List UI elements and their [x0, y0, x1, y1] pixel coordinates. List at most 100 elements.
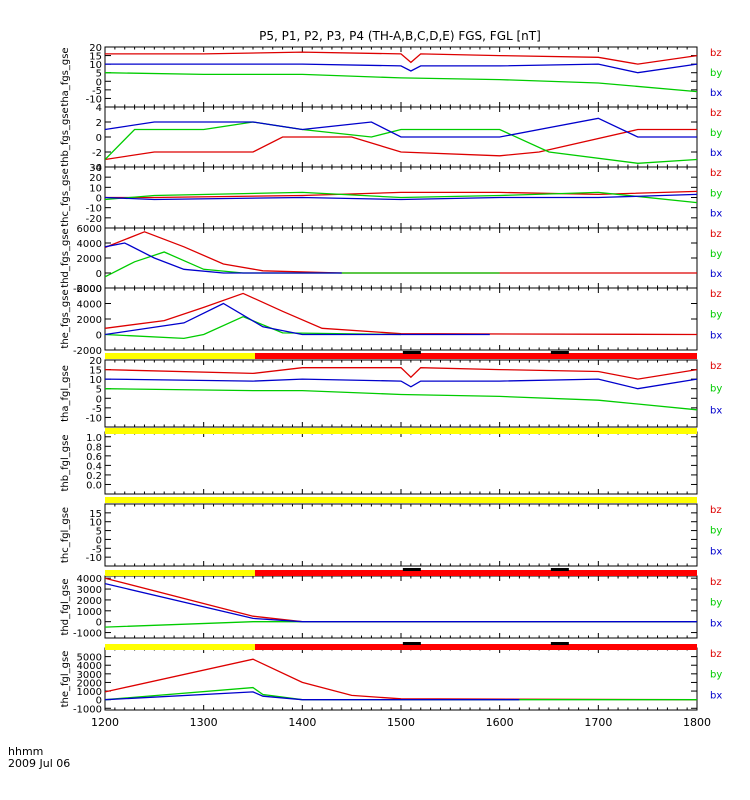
legend-bz: bz	[710, 108, 722, 119]
y-tick-label: 0.4	[86, 461, 102, 472]
x-tick-label: 1800	[683, 716, 711, 729]
mode-bar-segment	[254, 644, 697, 650]
legend-bx: bx	[710, 330, 722, 341]
y-axis-label: the_fgl_gse	[60, 651, 71, 708]
y-tick-label: 2000	[77, 315, 102, 326]
panel-frame	[104, 503, 698, 567]
y-tick-label: 20	[89, 356, 102, 367]
mode-bar-segment	[105, 570, 255, 576]
series-line-by	[105, 315, 402, 340]
series-line-bx	[105, 242, 342, 274]
mode-bar-segment	[105, 497, 697, 503]
y-tick-label: 1000	[77, 687, 102, 698]
panel-frame	[104, 46, 698, 108]
legend-by: by	[710, 128, 722, 139]
y-tick-label: 0	[96, 618, 102, 629]
y-tick-label: -5	[92, 86, 102, 97]
y-tick-label: -10	[86, 94, 102, 105]
legend-bx: bx	[710, 406, 722, 417]
y-axis-label: thb_fgl_gse	[60, 435, 71, 492]
y-axis-label: thd_fgs_gse	[60, 228, 71, 287]
figure-title: P5, P1, P2, P3, P4 (TH-A,B,C,D,E) FGS, F…	[259, 29, 541, 43]
y-tick-label: 4000	[77, 661, 102, 672]
y-tick-label: 2	[96, 118, 102, 129]
series-line-by	[105, 72, 697, 93]
panel-frame	[104, 431, 698, 495]
y-tick-label: 2000	[77, 596, 102, 607]
y-tick-label: 0.0	[86, 480, 102, 491]
series-line-bx	[105, 63, 697, 74]
y-tick-label: 10	[89, 60, 102, 71]
y-tick-label: 15	[89, 366, 102, 377]
y-tick-label: 4000	[77, 300, 102, 311]
legend-by: by	[710, 526, 722, 537]
legend-bx: bx	[710, 209, 722, 220]
series-line-bz	[105, 658, 697, 701]
y-tick-label: -10	[86, 413, 102, 424]
legend-bz: bz	[710, 577, 722, 588]
y-axis-label: thd_fgl_gse	[60, 579, 71, 636]
y-tick-label: 20	[89, 173, 102, 184]
series-line-by	[105, 388, 697, 411]
series-line-bz	[105, 577, 697, 623]
y-tick-label: 30	[89, 163, 102, 174]
y-tick-label: 4000	[77, 239, 102, 250]
y-axis-label: tha_fgl_gse	[60, 365, 71, 422]
mode-bar-mark	[550, 351, 569, 354]
y-tick-label: 20	[89, 43, 102, 54]
series-line-bx	[105, 117, 697, 138]
legend-by: by	[710, 68, 722, 79]
mode-bar-segment	[254, 353, 697, 359]
panel-frame	[104, 575, 698, 639]
legend-bz: bz	[710, 289, 722, 300]
mode-bar-mark	[402, 568, 421, 571]
y-tick-label: 6000	[77, 224, 102, 235]
y-tick-label: 0.6	[86, 452, 102, 463]
y-tick-label: 1000	[77, 607, 102, 618]
panel-frame	[104, 647, 698, 711]
y-tick-label: 2000	[77, 254, 102, 265]
mode-bar-mark	[550, 642, 569, 645]
series-line-bx	[105, 582, 697, 623]
y-tick-label: 0	[96, 269, 102, 280]
time-axis-label-date: 2009 Jul 06	[8, 757, 71, 770]
legend-bx: bx	[710, 618, 722, 629]
y-axis-label: thb_fgs_gse	[60, 107, 71, 166]
y-tick-label: 5	[96, 527, 102, 538]
y-tick-label: 0	[96, 394, 102, 405]
y-tick-label: 0	[96, 696, 102, 707]
series-line-bz	[105, 367, 697, 380]
legend-bz: bz	[710, 361, 722, 372]
x-tick-label: 1200	[91, 716, 119, 729]
series-line-bz	[105, 51, 697, 65]
y-tick-label: 10	[89, 375, 102, 386]
y-tick-label: 0.8	[86, 442, 102, 453]
legend-bx: bx	[710, 88, 722, 99]
y-tick-label: 0	[96, 331, 102, 342]
y-tick-label: -20	[86, 214, 102, 225]
y-tick-label: -1000	[73, 629, 102, 640]
series-line-bz	[105, 231, 697, 274]
y-tick-label: 10	[89, 183, 102, 194]
y-axis-label: tha_fgs_gse	[60, 47, 71, 106]
panel-frame	[104, 359, 698, 428]
mode-bar-segment	[105, 644, 255, 650]
series-line-bx	[105, 378, 697, 390]
y-tick-label: 0.2	[86, 471, 102, 482]
y-tick-label: -10	[86, 553, 102, 564]
series-line-bx	[105, 193, 697, 201]
y-tick-label: -5	[92, 544, 102, 555]
y-tick-label: -2000	[73, 284, 102, 295]
series-line-by	[105, 621, 697, 628]
y-tick-label: -1000	[73, 704, 102, 715]
series-line-bz	[105, 292, 697, 336]
y-tick-label: -5	[92, 404, 102, 415]
y-tick-label: -4	[92, 163, 102, 174]
panel-frame	[104, 227, 698, 289]
series-line-by	[105, 191, 697, 204]
legend-by: by	[710, 383, 722, 394]
x-tick-label: 1700	[584, 716, 612, 729]
y-tick-label: 0	[96, 194, 102, 205]
panel-frame	[104, 287, 698, 351]
